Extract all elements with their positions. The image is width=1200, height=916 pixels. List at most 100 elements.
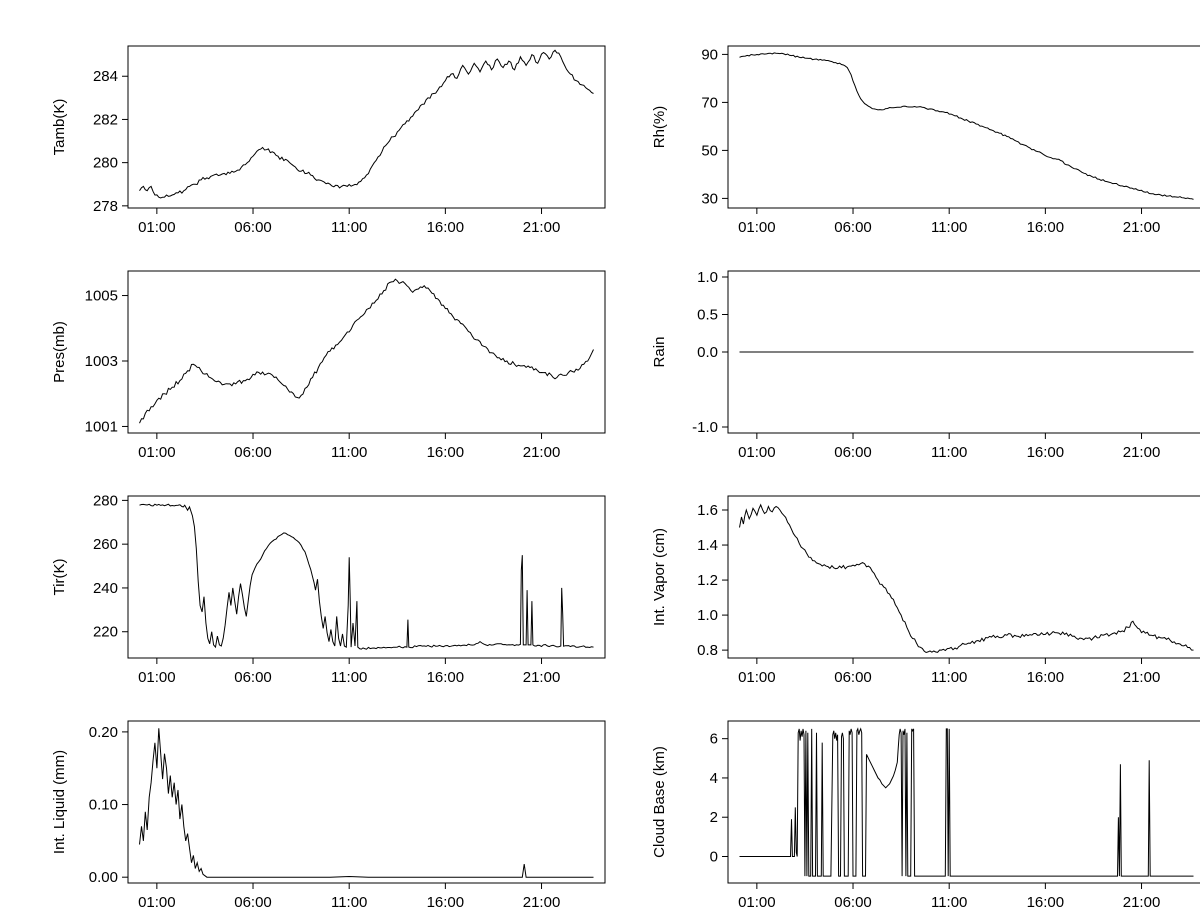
x-tick-label: 16:00 [1027,669,1065,686]
x-tick-label: 16:00 [427,444,465,461]
x-tick-label: 16:00 [1027,219,1065,236]
x-tick-label: 21:00 [1123,669,1161,686]
y-tick-label: 1.6 [697,502,718,519]
x-tick-label: 01:00 [138,894,176,911]
y-tick-label: 0.5 [697,307,718,324]
x-tick-label: 06:00 [234,669,272,686]
y-tick-label: 278 [93,198,118,215]
x-tick-label: 06:00 [834,219,872,236]
x-tick-label: 01:00 [738,444,776,461]
int_liquid-data-line [139,728,594,878]
y-tick-label: 2 [710,809,718,826]
x-tick-label: 11:00 [331,219,367,236]
x-tick-label: 11:00 [331,444,367,461]
x-tick-label: 21:00 [523,669,561,686]
y-tick-label: 0.20 [89,724,118,741]
x-tick-label: 01:00 [738,894,776,911]
y-axis-title: Cloud Base (km) [651,746,668,858]
x-tick-label: 21:00 [1123,894,1161,911]
x-tick-label: 21:00 [523,219,561,236]
int-vapor-time-series-chart: 01:00 06:00 11:00 16:00 21:00 0.8 1.0 1.2 1.4 1.6… [651,495,1200,686]
x-tick-label: 16:00 [427,669,465,686]
panel-int-liquid: 01:00 06:00 11:00 16:00 21:00 0.00 0.10 0.20 Int… [40,691,640,916]
y-tick-label: 1.0 [697,269,718,286]
y-tick-label: 0.8 [697,642,718,659]
rh-data-line [739,52,1194,200]
panel-rh: 01:00 06:00 11:00 16:00 21:00 30 50 70 90 Rh(%) [640,16,1200,241]
cloud_base-data-line [739,727,1194,877]
int-liquid-time-series-chart: 01:00 06:00 11:00 16:00 21:00 0.00 0.10 0.20 Int… [51,720,606,911]
y-tick-label: 30 [701,190,718,207]
y-tick-label: 280 [93,155,118,172]
x-tick-label: 11:00 [331,894,367,911]
x-tick-label: 06:00 [834,669,872,686]
y-tick-label: 1.2 [697,572,718,589]
rh-time-series-chart: 01:00 06:00 11:00 16:00 21:00 30 50 70 90 Rh(%) [651,45,1200,236]
y-tick-label: 1005 [85,288,118,305]
y-tick-label: 260 [93,536,118,553]
cloud-base-time-series-chart: 01:00 06:00 11:00 16:00 21:00 0 2 4 6 Cloud Base … [651,720,1200,911]
y-tick-label: 0.00 [89,869,118,886]
panel-tamb: 01:00 06:00 11:00 16:00 21:00 278 280 282 284 Tam… [40,16,640,241]
y-axis-title: Pres(mb) [51,321,68,383]
y-tick-label: 70 [701,94,718,111]
x-tick-label: 06:00 [234,219,272,236]
x-tick-label: 06:00 [234,444,272,461]
y-tick-label: 282 [93,111,118,128]
y-tick-label: 90 [701,46,718,63]
tamb-time-series-chart: 01:00 06:00 11:00 16:00 21:00 278 280 282 284 Tam… [51,45,606,236]
x-tick-label: 01:00 [738,669,776,686]
y-tick-label: 1001 [85,418,118,435]
y-axis-title: Rh(%) [651,106,668,149]
panel-rain: 01:00 06:00 11:00 16:00 21:00 -1.0 0.0 0.5 1.0 Ra… [640,241,1200,466]
y-axis-title: Tamb(K) [51,99,68,156]
y-tick-label: 0.0 [697,344,718,361]
x-tick-label: 21:00 [1123,444,1161,461]
x-tick-label: 16:00 [1027,444,1065,461]
y-tick-label: 0 [710,848,718,865]
y-tick-label: 1.4 [697,537,718,554]
y-tick-label: 1.0 [697,607,718,624]
y-tick-label: 0.10 [89,797,118,814]
x-tick-label: 21:00 [523,444,561,461]
x-tick-label: 11:00 [931,444,967,461]
y-axis-title: Int. Liquid (mm) [51,750,68,854]
x-tick-label: 01:00 [138,444,176,461]
panel-tir: 01:00 06:00 11:00 16:00 21:00 220 240 260 280 Tir… [40,466,640,691]
x-tick-label: 06:00 [834,444,872,461]
panel-cloud-base: 01:00 06:00 11:00 16:00 21:00 0 2 4 6 Cloud Base … [640,691,1200,916]
y-tick-label: -1.0 [692,419,718,436]
tir-data-line [139,503,594,650]
x-tick-label: 16:00 [1027,894,1065,911]
x-tick-label: 16:00 [427,894,465,911]
x-tick-label: 11:00 [331,669,367,686]
panel-int-vapor: 01:00 06:00 11:00 16:00 21:00 0.8 1.0 1.2 1.4 1.6… [640,466,1200,691]
x-tick-label: 11:00 [931,669,967,686]
y-axis-title: Tir(K) [51,559,68,596]
x-tick-label: 01:00 [138,219,176,236]
y-axis-title: Rain [651,337,668,368]
x-tick-label: 06:00 [234,894,272,911]
pres-data-line [139,278,594,424]
x-tick-label: 01:00 [138,669,176,686]
pres-time-series-chart: 01:00 06:00 11:00 16:00 21:00 1001 1003 1005 Pre… [51,270,606,461]
x-tick-label: 21:00 [523,894,561,911]
tir-time-series-chart: 01:00 06:00 11:00 16:00 21:00 220 240 260 280 Tir… [51,492,606,686]
int_vapor-data-line [739,503,1194,654]
x-tick-label: 21:00 [1123,219,1161,236]
x-tick-label: 06:00 [834,894,872,911]
x-tick-label: 01:00 [738,219,776,236]
y-tick-label: 280 [93,492,118,509]
y-tick-label: 220 [93,624,118,641]
x-tick-label: 16:00 [427,219,465,236]
y-axis-title: Int. Vapor (cm) [651,528,668,626]
rain-time-series-chart: 01:00 06:00 11:00 16:00 21:00 -1.0 0.0 0.5 1.0 Ra… [651,269,1200,461]
y-tick-label: 4 [710,770,718,787]
y-tick-label: 6 [710,731,718,748]
y-tick-label: 1003 [85,353,118,370]
tamb-data-line [139,49,594,199]
x-tick-label: 11:00 [931,219,967,236]
y-tick-label: 284 [93,68,118,85]
